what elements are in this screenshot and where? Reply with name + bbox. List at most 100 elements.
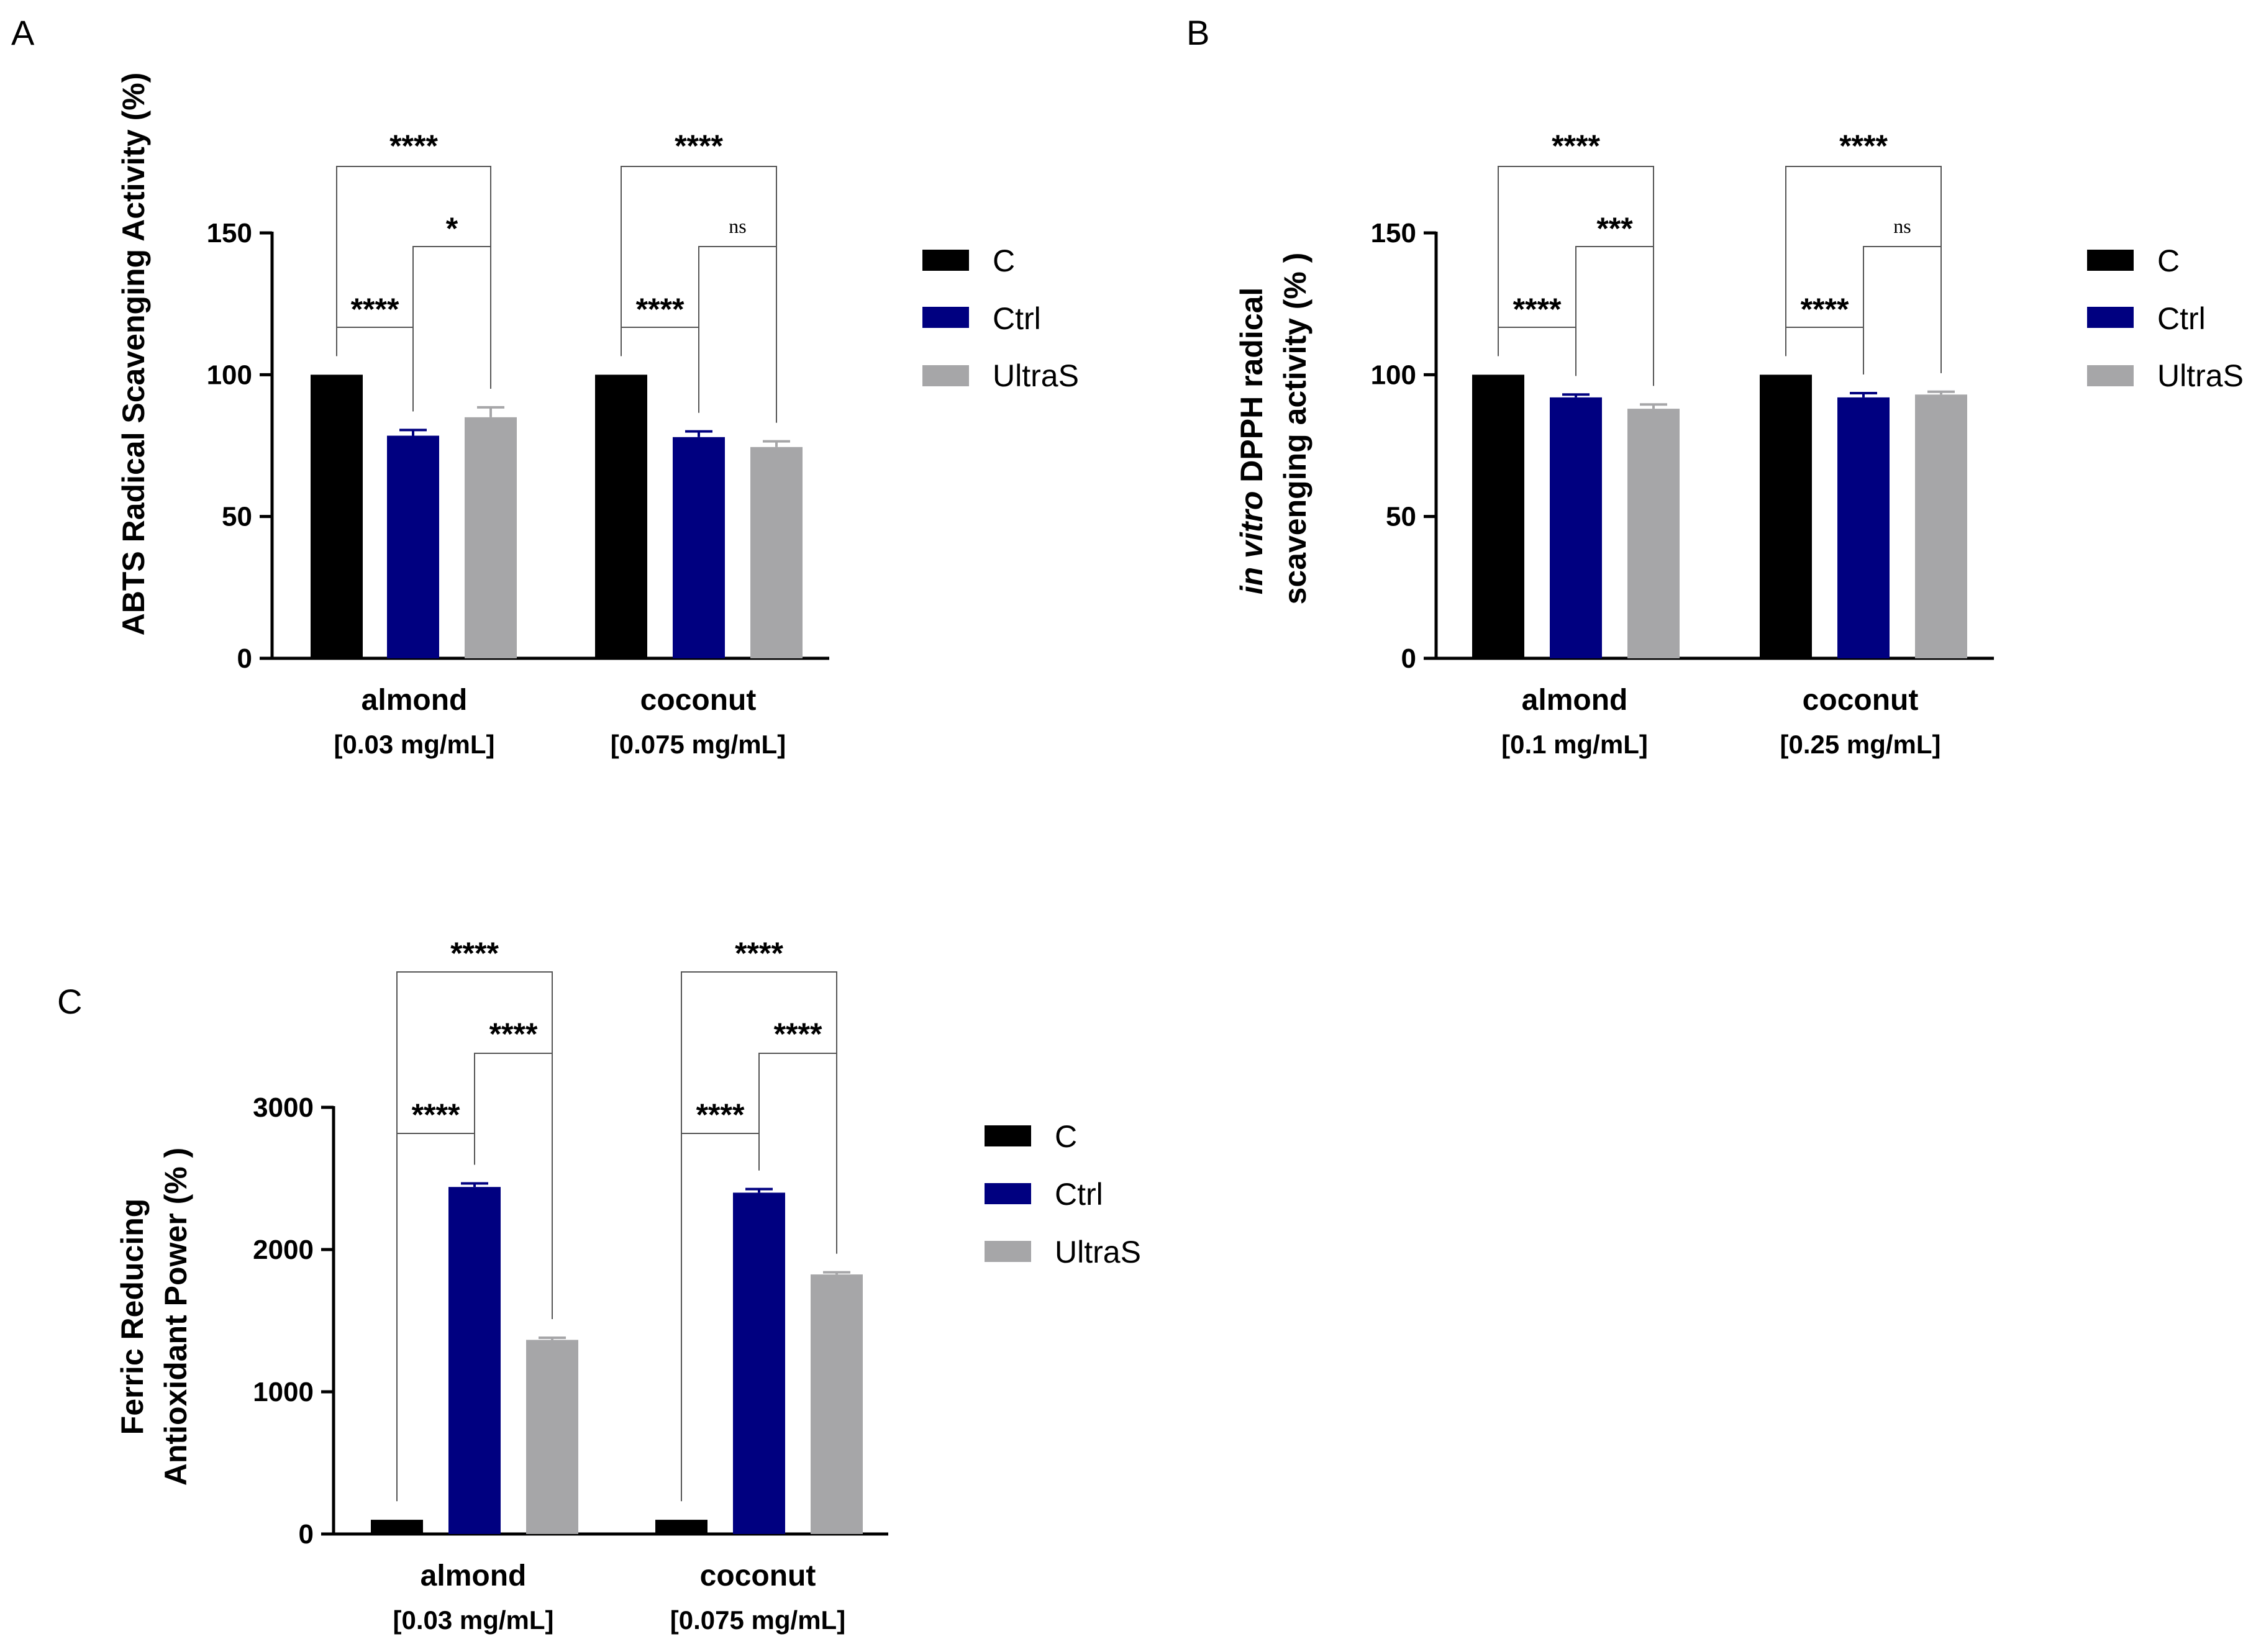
- significance-label: ****: [351, 292, 399, 327]
- significance-bracket: [621, 327, 699, 413]
- legend-swatch-ultras: [922, 365, 969, 386]
- y-tick-label: 3000: [253, 1092, 314, 1123]
- y-tick-label: 100: [1371, 360, 1416, 390]
- y-tick-label: 0: [1401, 643, 1416, 674]
- category-label: almond: [421, 1559, 527, 1592]
- significance-label: ****: [1552, 129, 1600, 163]
- bar-ultras-coconut: [750, 447, 803, 658]
- significance-label: ****: [489, 1017, 538, 1051]
- bar-ctrl-coconut: [733, 1192, 785, 1534]
- significance-bracket: [1863, 246, 1942, 375]
- significance-label: ****: [696, 1097, 745, 1132]
- legend-swatch-c: [922, 250, 969, 271]
- legend-swatch-ctrl: [2087, 307, 2134, 328]
- y-tick-label: 2000: [253, 1235, 314, 1265]
- legend-label-c: C: [2157, 243, 2180, 278]
- category-concentration: [0.1 mg/mL]: [1501, 730, 1648, 759]
- y-tick-label: 50: [222, 502, 252, 532]
- legend-swatch-c: [2087, 250, 2134, 271]
- significance-label: ****: [389, 129, 438, 163]
- panel-a: A ABTS Radical Scavenging Activity (%) 0…: [11, 13, 1079, 759]
- y-axis-title-rest: DPPH radical: [1234, 288, 1269, 491]
- significance-bracket: [412, 246, 491, 412]
- legend-label-ultras: UltraS: [993, 358, 1079, 393]
- y-tick-label: 1000: [253, 1377, 314, 1407]
- y-tick-label: 0: [299, 1519, 314, 1550]
- category-label: coconut: [640, 684, 757, 717]
- significance-bracket: [1498, 327, 1576, 376]
- y-axis-title-line2: scavenging activity (% ): [1278, 253, 1312, 605]
- legend-label-ctrl: Ctrl: [993, 301, 1041, 336]
- y-tick-label: 150: [1371, 218, 1416, 248]
- significance-label: ****: [735, 936, 783, 971]
- legend-swatch-ctrl: [922, 307, 969, 328]
- bar-c-almond: [371, 1520, 423, 1534]
- y-tick-label: 0: [237, 643, 252, 674]
- bar-c-coconut: [1760, 374, 1812, 658]
- significance-label: ****: [1513, 292, 1562, 327]
- panel-label-b: B: [1186, 13, 1209, 52]
- significance-label: ns: [729, 215, 746, 237]
- bar-ctrl-almond: [448, 1187, 501, 1534]
- legend-swatch-ultras: [2087, 365, 2134, 386]
- y-axis-title-line1: Ferric Reducing: [115, 1199, 150, 1435]
- bar-c-coconut: [655, 1520, 707, 1534]
- significance-label: ***: [1596, 211, 1633, 246]
- significance-label: ****: [1839, 129, 1888, 163]
- y-axis-title-italic: in vitro: [1234, 491, 1269, 595]
- significance-bracket: [758, 1053, 837, 1254]
- significance-label: ns: [1893, 215, 1911, 237]
- bar-ultras-almond: [1627, 409, 1680, 658]
- category-concentration: [0.03 mg/mL]: [393, 1605, 553, 1635]
- bar-ctrl-coconut: [1837, 397, 1890, 658]
- panel-label-c: C: [57, 982, 82, 1021]
- bar-c-coconut: [595, 374, 647, 658]
- y-axis-title-line2: Antioxidant Power (% ): [158, 1148, 193, 1486]
- significance-bracket: [1575, 246, 1654, 386]
- significance-bracket: [1785, 327, 1864, 375]
- category-label: almond: [1522, 684, 1628, 717]
- legend-label-ultras: UltraS: [2157, 358, 2244, 393]
- bar-c-almond: [311, 374, 363, 658]
- legend-swatch-ctrl: [985, 1183, 1031, 1204]
- significance-label: ****: [412, 1097, 460, 1132]
- category-concentration: [0.03 mg/mL]: [334, 730, 494, 759]
- bar-ultras-almond: [526, 1340, 578, 1534]
- y-axis-title: ABTS Radical Scavenging Activity (%): [116, 73, 151, 636]
- panel-b: B in vitro DPPH radical scavenging activ…: [1186, 13, 2244, 759]
- significance-bracket: [474, 1053, 553, 1319]
- panel-c: C Ferric Reducing Antioxidant Power (% )…: [57, 936, 1141, 1635]
- significance-label: *: [446, 211, 458, 246]
- y-axis-title-line1: in vitro DPPH radical: [1234, 288, 1269, 595]
- category-concentration: [0.075 mg/mL]: [670, 1605, 845, 1635]
- legend-label-c: C: [993, 243, 1015, 278]
- legend-swatch-ultras: [985, 1241, 1031, 1262]
- legend-swatch-c: [985, 1125, 1031, 1146]
- y-tick-label: 150: [207, 218, 252, 248]
- significance-bracket: [681, 1133, 760, 1502]
- panel-label-a: A: [11, 13, 35, 52]
- y-tick-label: 50: [1386, 502, 1416, 532]
- legend-label-c: C: [1055, 1119, 1077, 1154]
- category-concentration: [0.25 mg/mL]: [1780, 730, 1940, 759]
- y-tick-label: 100: [207, 360, 252, 390]
- category-concentration: [0.075 mg/mL]: [611, 730, 786, 759]
- category-label: coconut: [1803, 684, 1919, 717]
- significance-label: ****: [450, 936, 499, 971]
- significance-bracket: [698, 246, 777, 423]
- significance-label: ****: [1801, 292, 1849, 327]
- category-label: coconut: [700, 1559, 816, 1592]
- bar-ctrl-coconut: [673, 437, 725, 658]
- bar-ultras-coconut: [811, 1274, 863, 1534]
- bar-ctrl-almond: [1550, 397, 1602, 658]
- significance-label: ****: [636, 292, 685, 327]
- significance-label: ****: [774, 1017, 822, 1051]
- legend-label-ultras: UltraS: [1055, 1235, 1141, 1269]
- bar-ultras-almond: [465, 417, 517, 658]
- significance-label: ****: [675, 129, 723, 163]
- bar-c-almond: [1472, 374, 1524, 658]
- legend-label-ctrl: Ctrl: [1055, 1177, 1103, 1212]
- legend-label-ctrl: Ctrl: [2157, 301, 2206, 336]
